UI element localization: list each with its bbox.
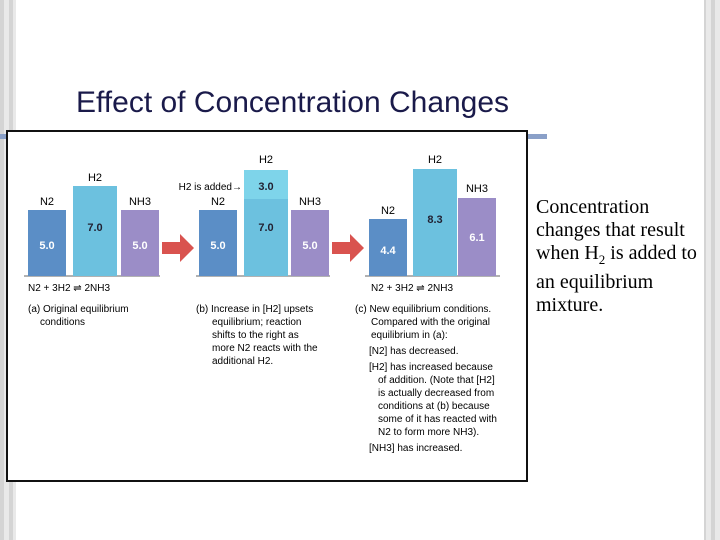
panel-c-caption-line: is actually decreased from: [378, 388, 494, 399]
panel-b-caption-line: additional H2.: [212, 356, 273, 367]
panel-a-h2-label: H2: [88, 172, 102, 184]
panel-a-h2-value: 7.0: [87, 222, 102, 234]
panel-b-h2-added-bar: [244, 170, 288, 199]
equilibrium-figure: N2 H2 NH3 N2 H2 NH3 H2 is added→ N2 H2 N…: [6, 130, 528, 482]
panel-b-h2-added-value: 3.0: [258, 181, 273, 193]
panel-b-nh3-label: NH3: [299, 196, 321, 208]
panel-c-caption-line: Compared with the original: [371, 317, 490, 328]
panel-c-caption-line: some of it has reacted with: [378, 414, 497, 425]
slide-title: Effect of Concentration Changes: [76, 86, 510, 119]
panel-a-n2-bar: [28, 210, 66, 276]
panel-c-caption-line: [NH3] has increased.: [369, 443, 462, 454]
panel-b-h2-value: 7.0: [258, 222, 273, 234]
panel-a-h2-bar: [73, 186, 117, 276]
caption-text-post: is added to an equilibrium mixture.: [536, 242, 697, 316]
panel-a-caption: (a) Original equilibrium conditions: [28, 304, 131, 328]
panel-b-caption-line: (b) Increase in [H2] upsets: [196, 304, 313, 315]
panel-c-n2-value: 4.4: [380, 245, 396, 257]
panel-a-caption-line: conditions: [40, 317, 85, 328]
panel-b-caption-line: more N2 reacts with the: [212, 343, 318, 354]
panel-c-n2-label: N2: [381, 205, 395, 217]
panel-b-nh3-bar: [291, 210, 329, 276]
panel-c-h2-label: H2: [428, 154, 442, 166]
caption-subscript: 2: [598, 252, 606, 267]
panel-c-caption-line: [N2] has decreased.: [369, 346, 459, 357]
title-rule-right: [525, 134, 547, 139]
panel-c-caption-line: of addition. (Note that [H2]: [378, 375, 495, 386]
panel-c-h2-bar: [413, 169, 457, 276]
caption-text-pre: Concentration changes that result when H: [536, 196, 685, 264]
panel-a-equation: N2 + 3H2 ⇌ 2NH3: [28, 283, 110, 294]
panel-c-caption-line: (c) New equilibrium conditions.: [355, 304, 491, 315]
panel-c-caption-line: [H2] has increased because: [369, 362, 493, 373]
panel-c-caption-line: N2 to form more NH3).: [378, 427, 479, 438]
panel-b-h2-bar: [244, 186, 288, 276]
panel-c-equation: N2 + 3H2 ⇌ 2NH3: [371, 283, 453, 294]
panel-b-n2-value: 5.0: [210, 240, 225, 252]
panel-c-nh3-label: NH3: [466, 183, 488, 195]
panel-c-n2-bar: [369, 219, 407, 276]
panel-a-n2-label: N2: [40, 196, 54, 208]
figure-diagram: N2 H2 NH3 N2 H2 NH3 H2 is added→ N2 H2 N…: [24, 154, 500, 454]
panel-c-nh3-value: 6.1: [469, 232, 484, 244]
panel-c-caption: (c) New equilibrium conditions. Compared…: [355, 304, 500, 454]
panel-a-caption-line: (a) Original equilibrium: [28, 304, 129, 315]
arrow-b-to-c: [332, 234, 364, 262]
panel-a-nh3-value: 5.0: [132, 240, 147, 252]
panel-b-caption-line: equilibrium; reaction: [212, 317, 302, 328]
panel-b-h2-label: H2: [259, 154, 273, 166]
panel-a-n2-value: 5.0: [39, 240, 54, 252]
arrow-a-to-b: [162, 234, 194, 262]
panel-c-caption-line: equilibrium in (a):: [371, 330, 448, 341]
panel-b-caption: (b) Increase in [H2] upsets equilibrium;…: [196, 304, 320, 367]
panel-b-caption-line: shifts to the right as: [212, 330, 299, 341]
panel-b-nh3-value: 5.0: [302, 240, 317, 252]
panel-c-nh3-bar: [458, 198, 496, 276]
panel-c-h2-value: 8.3: [427, 214, 442, 226]
panel-a-nh3-bar: [121, 210, 159, 276]
panel-b-n2-label: N2: [211, 196, 225, 208]
panel-a-nh3-label: NH3: [129, 196, 151, 208]
panel-b-h2-added-label: H2 is added→: [179, 182, 242, 193]
panel-b-n2-bar: [199, 210, 237, 276]
panel-c-caption-line: conditions at (b) because: [378, 401, 490, 412]
slide-caption: Concentration changes that result when H…: [536, 196, 706, 317]
